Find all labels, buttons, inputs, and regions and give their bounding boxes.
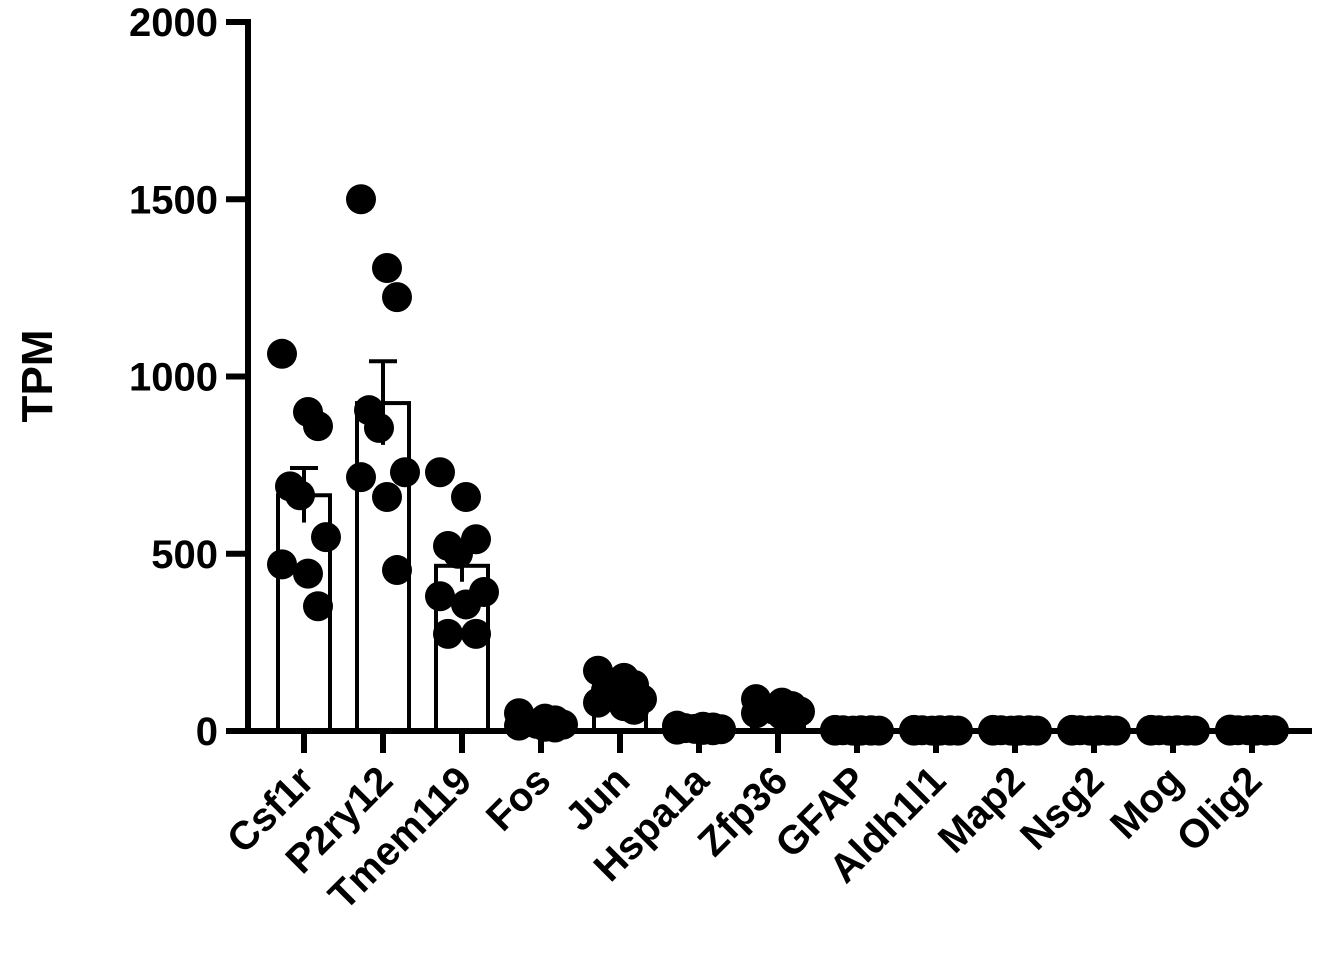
data-point-Csf1r [311, 522, 341, 553]
y-axis-label: TPM [13, 330, 62, 423]
y-tick-label: 2000 [129, 1, 218, 45]
data-point-Fos [540, 712, 570, 743]
data-point-P2ry12 [364, 412, 394, 443]
data-point-Csf1r [293, 558, 323, 589]
data-point-Tmem119 [433, 618, 463, 649]
data-point-P2ry12 [390, 457, 420, 488]
data-point-Csf1r [303, 411, 333, 442]
y-tick-label: 0 [196, 710, 218, 754]
data-point-P2ry12 [372, 253, 402, 284]
data-point-P2ry12 [382, 555, 412, 586]
data-point-Csf1r [267, 549, 297, 580]
data-point-P2ry12 [346, 184, 376, 215]
y-tick-label: 500 [151, 533, 218, 577]
data-point-Tmem119 [425, 457, 455, 488]
y-tick-label: 1000 [129, 356, 218, 400]
data-point-P2ry12 [346, 462, 376, 493]
data-point-P2ry12 [382, 282, 412, 313]
data-point-Tmem119 [443, 538, 473, 569]
data-point-Csf1r [303, 591, 333, 622]
data-point-Jun [619, 694, 649, 725]
x-tick-label-Nsg2: Nsg2 [1012, 758, 1112, 858]
data-point-P2ry12 [372, 482, 402, 513]
data-point-Tmem119 [425, 581, 455, 612]
data-point-Zfp36 [741, 698, 771, 729]
data-point-Tmem119 [461, 618, 491, 649]
y-tick-label: 1500 [129, 178, 218, 222]
data-point-Tmem119 [451, 482, 481, 513]
x-tick-label-Map2: Map2 [930, 758, 1033, 861]
data-point-Fos [504, 710, 534, 741]
data-point-Tmem119 [451, 589, 481, 620]
data-point-Csf1r [267, 338, 297, 369]
data-point-Csf1r [285, 480, 315, 511]
data-point-Zfp36 [777, 701, 807, 732]
x-tick-label-Fos: Fos [478, 758, 559, 839]
x-tick-label-Olig2: Olig2 [1169, 758, 1271, 860]
data-point-Jun [583, 687, 613, 718]
